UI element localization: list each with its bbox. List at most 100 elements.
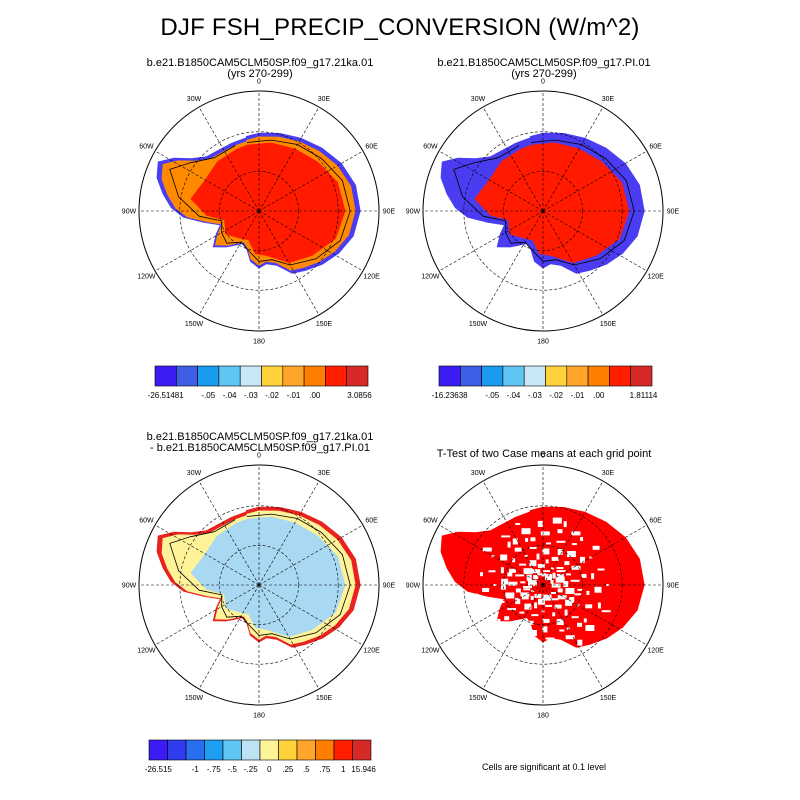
non-significant-cell [574, 593, 582, 596]
non-significant-cell [557, 529, 563, 534]
longitude-label-0: 0 [257, 453, 261, 460]
non-significant-cell [520, 581, 526, 584]
longitude-label-60W: 60W [139, 144, 154, 151]
non-significant-cell [591, 573, 595, 580]
longitude-label-120W: 120W [421, 274, 440, 281]
longitude-label-30E: 30E [602, 470, 615, 477]
non-significant-cell [552, 612, 556, 617]
longitude-label-150E: 150E [316, 695, 333, 702]
non-significant-cell [571, 565, 581, 570]
colorbar-swatch [218, 365, 241, 387]
non-significant-cell [564, 609, 568, 616]
colorbar-label: 0 [267, 765, 272, 774]
non-significant-cell [564, 561, 570, 566]
colorbar-label: 15.946 [351, 765, 376, 774]
non-significant-cell [545, 559, 549, 564]
colorbar-label: -.02 [549, 391, 563, 400]
longitude-label-60W: 60W [423, 144, 438, 151]
latitude-circle [503, 545, 583, 625]
colorbar-label: -.05 [485, 391, 499, 400]
significance-note: Cells are significant at 0.1 level [481, 762, 607, 772]
non-significant-cell [540, 531, 550, 536]
colorbar-label: .75 [319, 765, 331, 774]
colorbar-swatch [204, 739, 224, 761]
non-significant-cell [569, 597, 575, 603]
longitude-label-90W: 90W [406, 209, 421, 216]
colorbar-label: -.03 [244, 391, 258, 400]
non-significant-cell [507, 572, 513, 577]
latitude-circle [463, 505, 623, 665]
colorbar-swatch [303, 365, 326, 387]
colorbar-label: -16.23638 [432, 391, 469, 400]
colorbar-label: -.05 [201, 391, 215, 400]
longitude-label-150E: 150E [600, 321, 617, 328]
longitude-label-90E: 90E [667, 583, 680, 590]
coastline [169, 513, 351, 640]
non-significant-cell [534, 602, 538, 609]
longitude-label-60E: 60E [365, 518, 378, 525]
longitude-label-120E: 120E [363, 274, 380, 281]
coastline [453, 139, 635, 266]
colorbar-swatch [325, 365, 347, 387]
longitude-label-30E: 30E [602, 96, 615, 103]
colorbar-swatch [459, 365, 482, 387]
non-significant-cell [554, 645, 560, 650]
colorbar-label: -.75 [207, 765, 221, 774]
colorbar-label: 3.0856 [347, 391, 372, 400]
non-significant-cell [519, 563, 527, 566]
colorbar-label: -1 [192, 765, 200, 774]
non-significant-cell [563, 581, 569, 587]
map-panel-2: 0 30E 60E 90E 120E 150E 180 150W 120W 90W 60W 30W [406, 79, 680, 346]
non-significant-cell [586, 590, 590, 595]
antarctica-interior-region [474, 142, 630, 263]
non-significant-cell [565, 588, 575, 594]
colorbar-label: -.04 [507, 391, 521, 400]
non-significant-cell [492, 631, 499, 634]
colorbar-swatch [352, 739, 372, 761]
panel3-title: b.e21.B1850CAM5CLM50SP.f09_g17.21ka.01 -… [110, 432, 410, 454]
longitude-label-180: 180 [537, 713, 549, 720]
panel4-title-line1: T-Test of two Case means at each grid po… [436, 448, 652, 460]
non-significant-cell [556, 570, 566, 573]
longitude-label-30W: 30W [471, 470, 486, 477]
colorbar-swatch [282, 365, 305, 387]
non-significant-cell [545, 637, 555, 640]
non-significant-cell [532, 642, 538, 645]
non-significant-cell [482, 608, 490, 615]
colorbar-swatch [176, 365, 198, 387]
colorbar-swatch [239, 365, 262, 387]
non-significant-cell [580, 556, 585, 563]
non-significant-cell [537, 520, 543, 527]
non-significant-cell [597, 602, 601, 609]
non-significant-cell [524, 554, 528, 557]
antarctica-interior-region [190, 142, 346, 263]
longitude-label-30W: 30W [471, 96, 486, 103]
non-significant-cell [530, 537, 536, 542]
non-significant-cell [482, 547, 492, 552]
colorbar-swatch [296, 739, 316, 761]
panel2-title-line1: b.e21.B1850CAM5CLM50SP.f09_g17.PI.01 [437, 57, 651, 69]
non-significant-cell [546, 542, 551, 545]
antarctica-interior-region [190, 516, 346, 637]
non-significant-cell [541, 574, 545, 577]
non-significant-cell [529, 546, 537, 549]
non-significant-cell [528, 620, 534, 625]
non-significant-cell [531, 569, 541, 574]
longitude-label-60W: 60W [423, 518, 438, 525]
longitude-label-30E: 30E [318, 470, 331, 477]
longitude-label-120W: 120W [421, 648, 440, 655]
colorbar-swatch [566, 365, 589, 387]
non-significant-cell [531, 614, 539, 617]
non-significant-cell [563, 521, 567, 528]
longitude-label-90E: 90E [667, 209, 680, 216]
map-boundary-circle [138, 464, 380, 706]
longitude-label-90W: 90W [122, 209, 137, 216]
colorbar-label: .5 [303, 765, 310, 774]
colorbar-label: .25 [282, 765, 294, 774]
longitude-label-120E: 120E [647, 648, 664, 655]
colorbar-label: -.01 [571, 391, 585, 400]
longitude-label-30W: 30W [187, 470, 202, 477]
colorbar-swatch [630, 365, 653, 387]
non-significant-cell [556, 567, 564, 569]
